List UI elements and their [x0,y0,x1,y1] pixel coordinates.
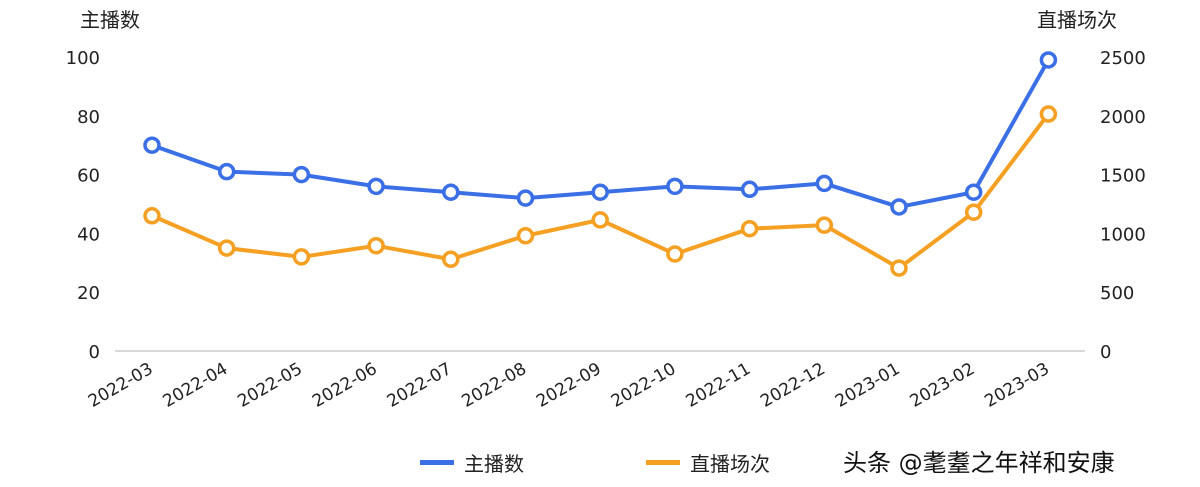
legend-item-sessions: 直播场次 [646,448,770,477]
left-tick-label: 80 [77,107,100,128]
data-point[interactable] [964,183,983,201]
data-point[interactable] [740,180,759,199]
data-point[interactable] [591,183,609,201]
x-tick-label: 2023-02 [907,359,979,412]
data-point[interactable] [217,162,236,181]
x-tick-label: 2022-04 [160,359,232,412]
data-point[interactable] [367,236,385,255]
x-tick-label: 2022-07 [384,359,456,412]
data-point[interactable] [890,259,908,277]
legend-swatch-blue [420,460,454,465]
data-point[interactable] [367,177,385,196]
left-tick-label: 100 [66,48,100,69]
left-axis-title: 主播数 [80,8,140,32]
data-point[interactable] [143,136,161,154]
data-point[interactable] [292,165,311,184]
data-point[interactable] [815,174,834,193]
x-tick-label: 2022-11 [683,359,755,412]
data-point[interactable] [740,219,759,238]
x-tick-label: 2022-12 [757,359,829,412]
data-point[interactable] [666,177,684,196]
data-point[interactable] [1039,105,1058,123]
data-point[interactable] [1039,51,1058,69]
x-tick-label: 2022-08 [458,359,530,412]
data-point[interactable] [143,207,161,225]
data-point[interactable] [964,203,983,221]
right-tick-label: 1000 [1100,224,1146,245]
data-point[interactable] [591,211,609,229]
x-tick-label: 2022-09 [533,359,605,412]
legend-swatch-orange [646,460,680,465]
x-tick-label: 2022-10 [608,359,680,412]
data-point[interactable] [217,239,236,257]
left-tick-label: 0 [89,342,100,363]
right-axis-title: 直播场次 [1037,8,1117,32]
data-point[interactable] [442,250,460,269]
data-point[interactable] [516,227,535,245]
x-tick-label: 2022-05 [234,359,306,412]
right-tick-label: 500 [1100,283,1134,304]
data-point[interactable] [442,183,460,201]
data-point[interactable] [890,198,908,216]
x-tick-label: 2023-01 [832,359,904,412]
data-point[interactable] [516,189,535,207]
left-tick-label: 20 [77,283,100,304]
legend-label-sessions: 直播场次 [690,452,770,476]
left-tick-label: 40 [77,224,100,245]
left-tick-label: 60 [77,166,100,187]
right-tick-label: 2000 [1100,107,1146,128]
right-tick-label: 2500 [1100,48,1146,69]
legend-item-anchors: 主播数 [420,448,524,477]
data-point[interactable] [666,245,684,263]
x-tick-label: 2023-03 [981,359,1053,412]
x-tick-label: 2022-06 [309,359,381,412]
right-tick-label: 1500 [1100,166,1146,187]
data-point[interactable] [815,216,834,234]
legend-label-anchors: 主播数 [464,452,524,476]
watermark: 头条 @耄耋之年祥和安康 [843,449,1115,477]
data-point[interactable] [292,248,311,266]
right-tick-label: 0 [1100,342,1111,363]
x-tick-label: 2022-03 [85,359,157,412]
